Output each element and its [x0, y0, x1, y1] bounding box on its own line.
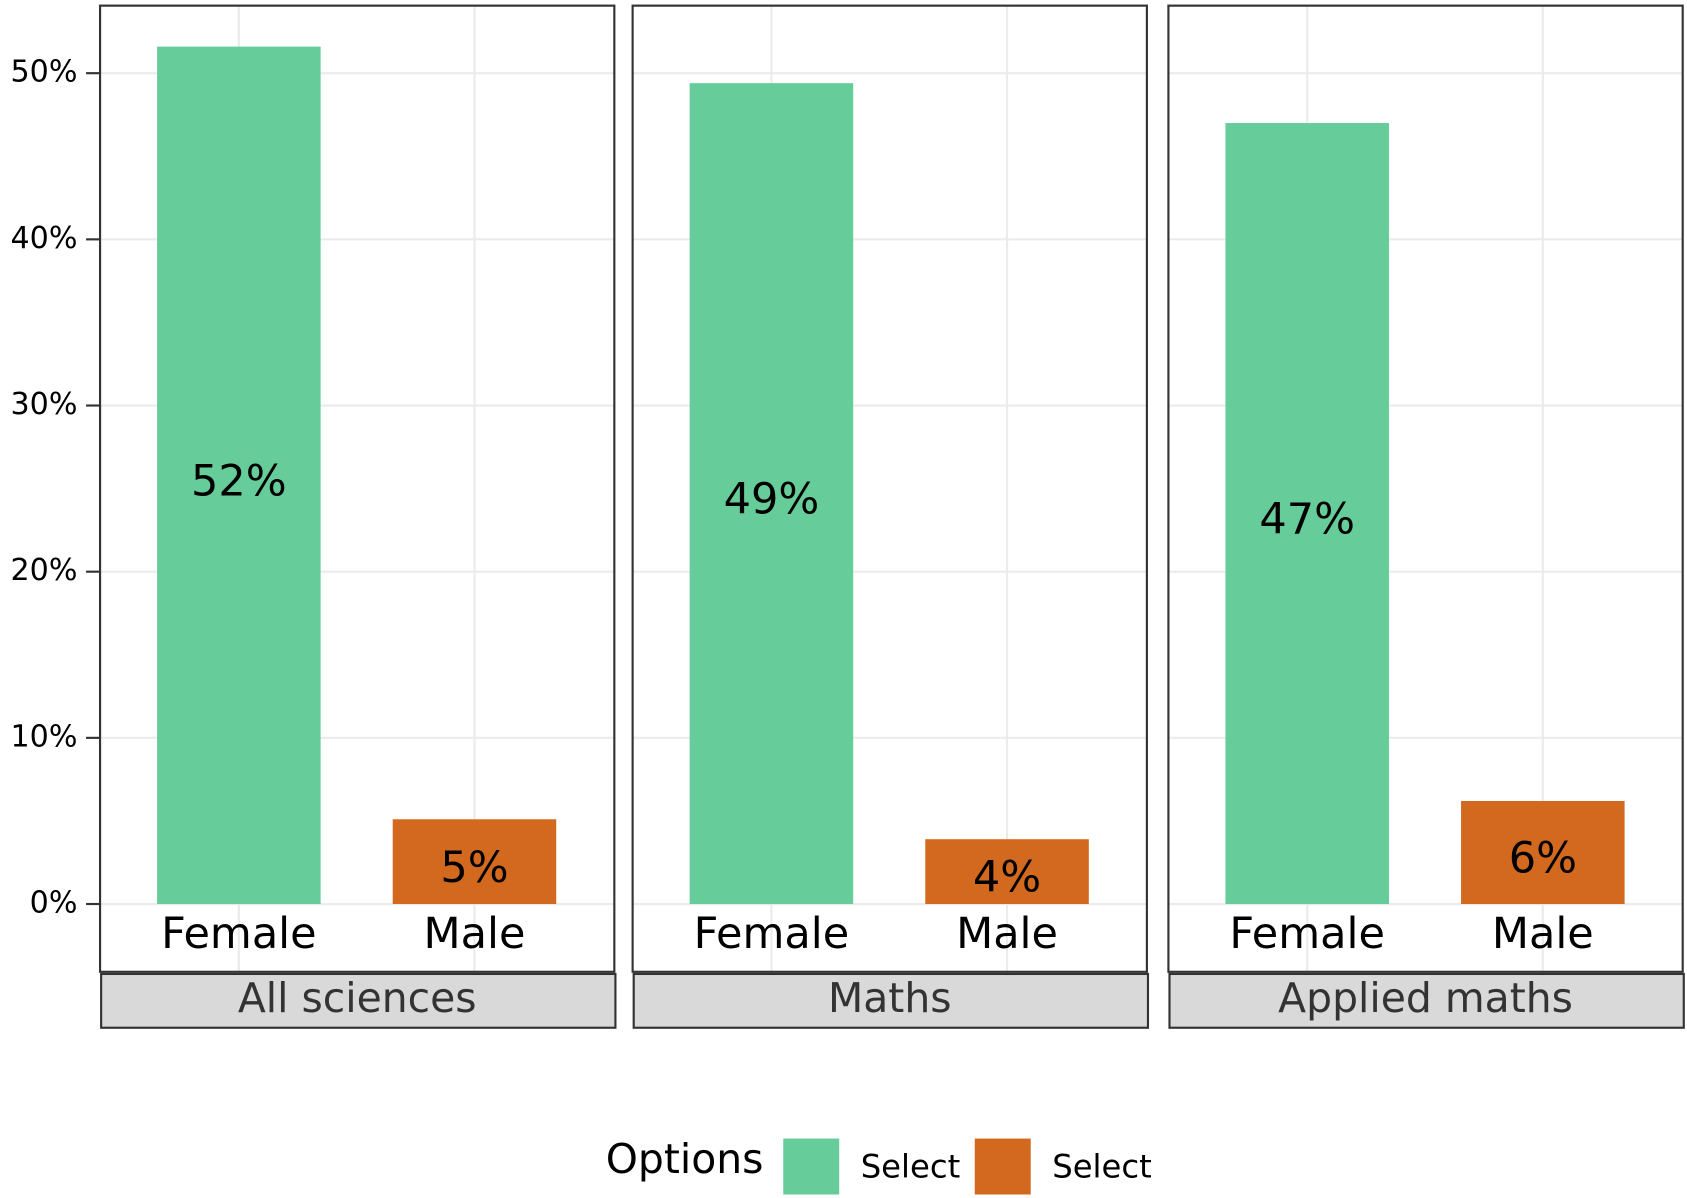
legend-key — [974, 1138, 1031, 1195]
bar — [689, 83, 854, 905]
strip — [100, 972, 617, 1029]
strip-label: Maths — [828, 974, 952, 1022]
panel-border — [98, 4, 616, 973]
panel-border — [1167, 4, 1684, 973]
x-tick-label: Female — [1229, 909, 1385, 959]
x-tick-label: Female — [694, 909, 850, 959]
bar — [1461, 800, 1625, 905]
strip-label: Applied maths — [1278, 974, 1573, 1022]
legend-key — [783, 1138, 840, 1195]
legend-title: Options — [606, 1135, 764, 1183]
value-label: 49% — [724, 475, 820, 525]
value-label: 6% — [1509, 834, 1577, 884]
value-label: 52% — [191, 456, 287, 506]
x-tick-label: Male — [1492, 909, 1594, 959]
legend-label: Select — [1052, 1148, 1152, 1186]
bar — [1225, 123, 1389, 905]
bar — [157, 46, 321, 905]
value-label: 5% — [440, 843, 508, 893]
x-tick-label: Male — [956, 909, 1058, 959]
x-tick-label: Female — [161, 909, 317, 959]
y-tick-label: 0% — [30, 886, 78, 921]
y-tick-label: 10% — [11, 719, 78, 754]
y-tick-label: 40% — [11, 221, 78, 256]
panel-border — [631, 4, 1148, 973]
strip — [632, 972, 1150, 1029]
strip — [1168, 972, 1685, 1029]
y-tick-label: 50% — [11, 55, 78, 90]
x-tick-label: Male — [424, 909, 526, 959]
value-label: 47% — [1259, 495, 1355, 545]
bar — [392, 819, 557, 905]
legend-label: Select — [861, 1148, 961, 1186]
y-tick-label: 20% — [11, 553, 78, 588]
y-tick-label: 30% — [11, 387, 78, 422]
value-label: 4% — [973, 853, 1041, 903]
strip-label: All sciences — [238, 974, 477, 1022]
bar — [925, 839, 1089, 905]
